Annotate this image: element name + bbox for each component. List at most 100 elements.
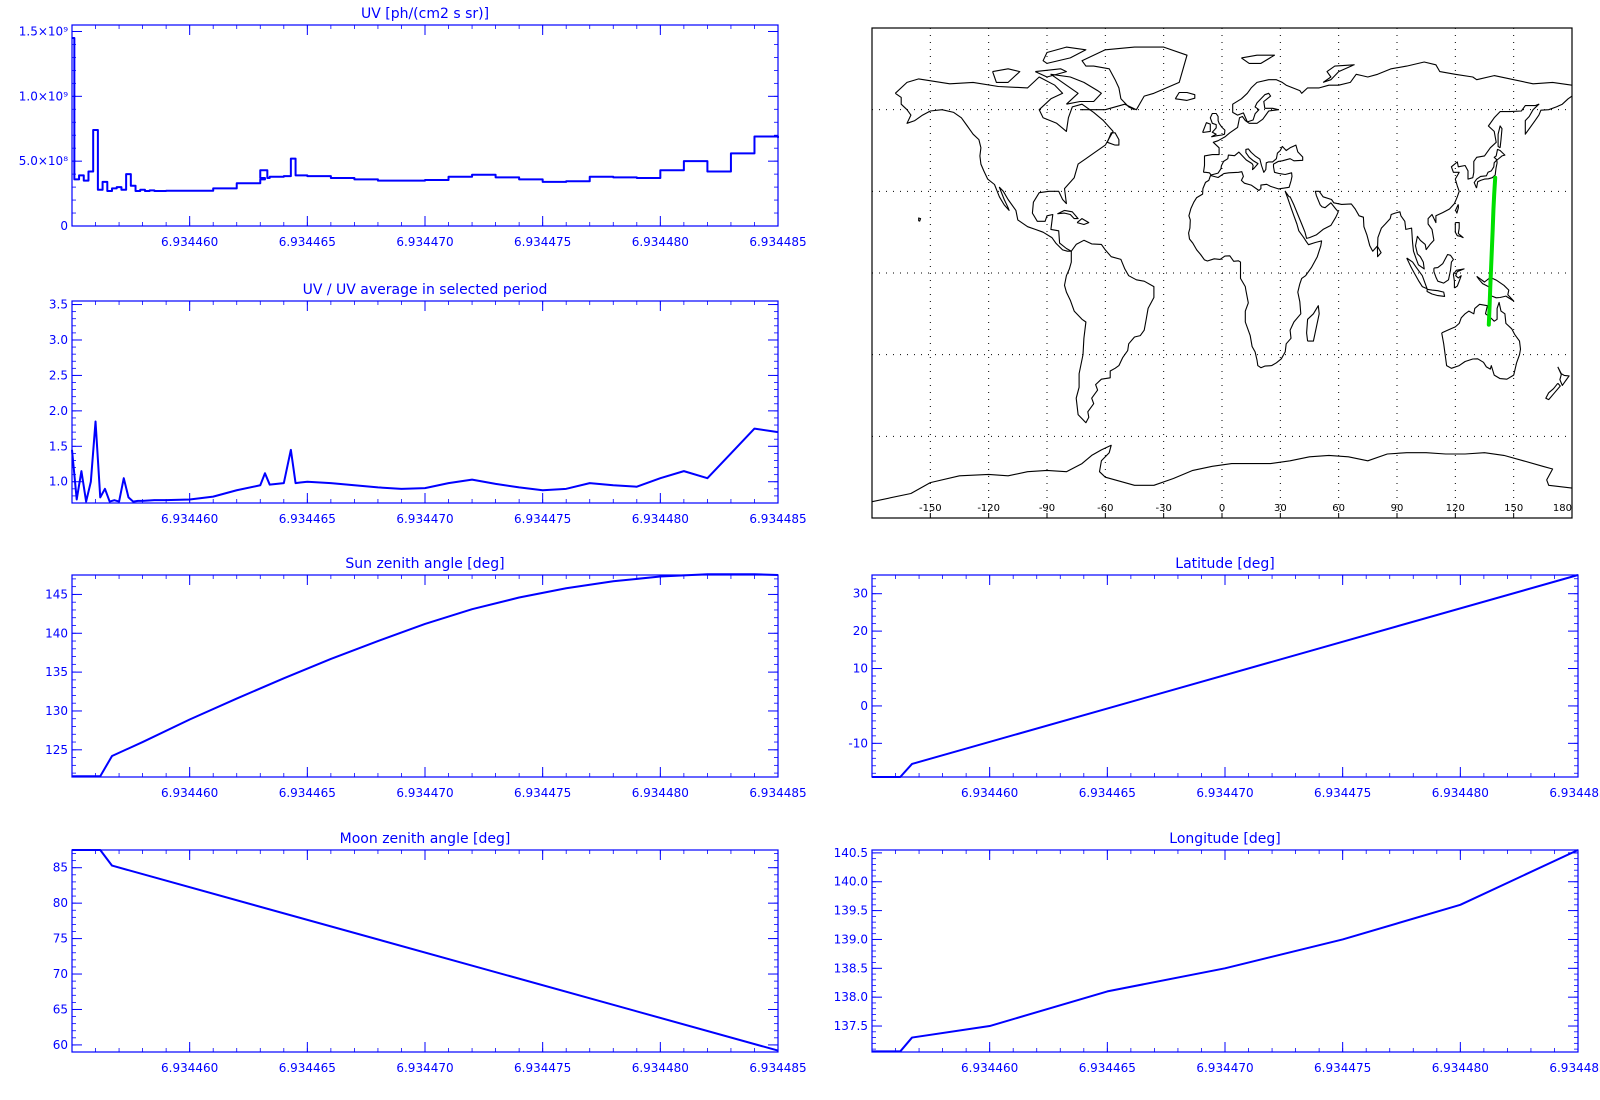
series-line	[72, 573, 779, 778]
ground-track-map-panel: -150 -120 -90 -60 -30 0 30 60 90 120 150 180	[871, 27, 1573, 519]
x-tick-label: 6.934460	[161, 235, 218, 249]
x-tick-label: 6.934480	[1432, 786, 1489, 800]
plot-frame	[71, 24, 779, 227]
plot-frame	[871, 849, 1579, 1053]
x-tick-label: 6.934470	[1196, 1061, 1253, 1075]
y-tick-label: -10	[848, 736, 868, 750]
coastline	[1106, 132, 1120, 146]
coastline	[1080, 46, 1188, 111]
coastline	[1241, 54, 1276, 64]
x-tick-label: 6.934470	[396, 512, 453, 526]
y-tick-label: 140	[45, 626, 68, 640]
coastline	[1497, 125, 1503, 149]
coastlines	[872, 46, 1572, 503]
x-tick-label: 6.934475	[514, 512, 571, 526]
coastline	[1452, 268, 1465, 289]
sun-zenith-chart-title: Sun zenith angle [deg]	[345, 556, 504, 572]
y-tick-label: 130	[45, 704, 68, 718]
y-tick-label: 140.5	[834, 846, 868, 860]
plot-frame	[71, 300, 779, 504]
sun-zenith-angle-panel: Sun zenith angle [deg] 6.934460 6.934465 6…	[45, 556, 807, 800]
x-tick-label: 6.934465	[279, 786, 336, 800]
coastline	[1188, 95, 1572, 369]
x-tick-label: 6.934465	[279, 1061, 336, 1075]
y-tick-label: 139.5	[834, 904, 868, 918]
y-tick-label: 10	[853, 662, 868, 676]
x-tick-label: 6.934480	[632, 512, 689, 526]
x-tick-label: 6.934485	[749, 235, 806, 249]
y-tick-label: 65	[53, 1002, 68, 1016]
latitude-panel: Latitude [deg] 6.934460 6.934465 6.934470 6…	[848, 556, 1600, 800]
x-tick-label: 6.934465	[279, 512, 336, 526]
y-tick-label: 60	[53, 1038, 68, 1052]
x-tick-label: 6.934480	[632, 235, 689, 249]
x-tick-label: 6.934475	[514, 235, 571, 249]
x-tick-label: 6.934460	[961, 1061, 1018, 1075]
coastline	[1057, 209, 1079, 220]
x-tick-label: 6.934460	[161, 512, 218, 526]
x-tick-label: 6.934470	[396, 786, 453, 800]
uv-time-series-panel: UV [ph/(cm2 s sr)] 6.934460 6.934465 6.934…	[19, 6, 807, 249]
y-tick-label: 3.0	[49, 333, 68, 347]
coastline	[1202, 61, 1572, 173]
coastline	[918, 217, 922, 222]
coastline	[1174, 91, 1196, 101]
x-tick-label: 6.934485	[1549, 786, 1600, 800]
uv-chart-title: UV [ph/(cm2 s sr)]	[361, 6, 489, 22]
coastline	[1433, 253, 1454, 284]
y-tick-label: 1.5×10⁹	[19, 24, 68, 38]
y-tick-label: 140.0	[834, 875, 868, 889]
x-tick-label: 6.934475	[514, 786, 571, 800]
coastline	[1063, 239, 1155, 424]
y-tick-label: 135	[45, 665, 68, 679]
coastline	[1076, 218, 1090, 226]
y-tick-label: 1.0×10⁹	[19, 89, 68, 103]
coastline	[1306, 305, 1320, 342]
y-tick-label: 125	[45, 743, 68, 757]
coastline	[1426, 288, 1446, 297]
x-tick-label: 6.934460	[161, 786, 218, 800]
y-tick-label: 138.5	[834, 961, 868, 975]
y-tick-label: 3.5	[49, 298, 68, 312]
x-tick-label: 6.934465	[279, 235, 336, 249]
y-tick-label: 5.0×10⁸	[19, 154, 68, 168]
coastline	[992, 68, 1021, 83]
coastline	[1209, 112, 1226, 138]
map-x-tick-label: -120	[977, 503, 1000, 514]
x-tick-label: 6.934460	[161, 1061, 218, 1075]
coastline	[894, 76, 1114, 252]
ground-track	[1486, 175, 1498, 327]
series-line	[872, 849, 1579, 1053]
map-x-tick-label: -60	[1097, 503, 1113, 514]
coastline	[1476, 275, 1515, 302]
coastline	[1454, 204, 1459, 214]
map-x-tick-label: -90	[1039, 503, 1055, 514]
series-line	[872, 574, 1579, 778]
x-tick-label: 6.934485	[749, 786, 806, 800]
y-tick-label: 1.0	[49, 475, 68, 489]
coastline	[1557, 366, 1570, 386]
y-tick-label: 138.0	[834, 990, 868, 1004]
x-tick-label: 6.934475	[1314, 1061, 1371, 1075]
coastline	[1441, 301, 1522, 380]
latitude-chart-title: Latitude [deg]	[1175, 556, 1274, 572]
series-line	[72, 36, 779, 192]
moon-zenith-angle-panel: Moon zenith angle [deg] 6.934460 6.934465…	[53, 831, 807, 1075]
x-tick-label: 6.934470	[396, 1061, 453, 1075]
x-tick-label: 6.934470	[396, 235, 453, 249]
longitude-panel: Longitude [deg] 6.934460 6.934465 6.934470…	[834, 831, 1600, 1075]
coastline	[1406, 257, 1428, 290]
y-tick-label: 70	[53, 967, 68, 981]
map-x-tick-label: -30	[1155, 503, 1171, 514]
coastline	[1454, 222, 1464, 239]
map-x-tick-label: 60	[1332, 503, 1345, 514]
x-tick-label: 6.934460	[961, 786, 1018, 800]
coastline	[872, 444, 1572, 503]
y-tick-label: 2.5	[49, 368, 68, 382]
map-x-tick-label: -150	[919, 503, 942, 514]
coastline	[1202, 122, 1211, 134]
series-line	[71, 420, 779, 503]
y-tick-label: 139.0	[834, 932, 868, 946]
y-tick-label: 1.5	[49, 439, 68, 453]
